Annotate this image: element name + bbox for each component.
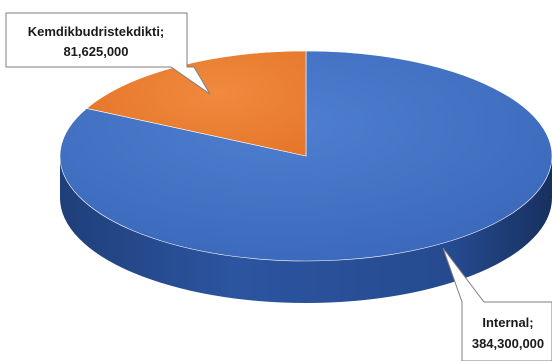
- callout-box-internal: [442, 247, 552, 361]
- callout-box-kemdikbudristekdikti: [5, 12, 211, 95]
- data-label-internal-name: Internal;: [482, 315, 533, 330]
- pie-depth-side: [60, 156, 552, 303]
- data-label-kemdikbudristekdikti-value: 81,625,000: [63, 44, 128, 59]
- pie-slice-internal: [59, 50, 552, 262]
- data-label-kemdikbudristekdikti: Kemdikbudristekdikti; 81,625,000: [5, 12, 211, 95]
- data-label-internal-value: 384,300,000: [472, 336, 544, 351]
- data-label-internal: Internal; 384,300,000: [442, 247, 552, 361]
- data-label-kemdikbudristekdikti-name: Kemdikbudristekdikti;: [28, 24, 165, 39]
